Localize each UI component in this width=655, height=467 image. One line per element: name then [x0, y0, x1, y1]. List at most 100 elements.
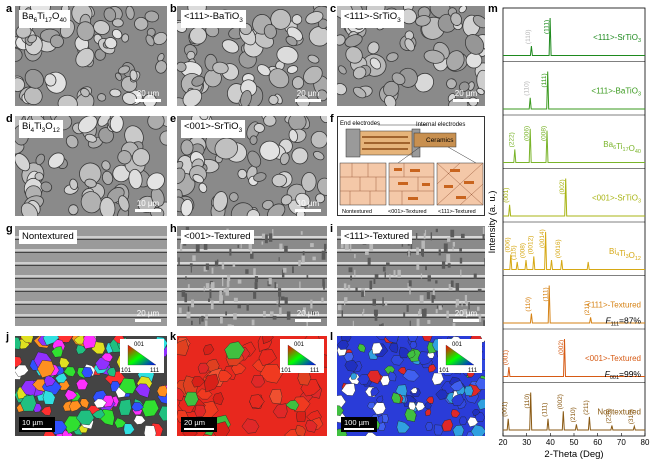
panel-label-e: <001>-SrTiO3 [181, 120, 246, 138]
peak-label: (115) [511, 245, 518, 260]
svg-text:101: 101 [121, 368, 132, 373]
series-name-label: Nontextured [597, 408, 641, 417]
peak-label: (222) [508, 132, 515, 147]
peak-label: (110) [525, 297, 532, 312]
xrd-series-line [503, 338, 645, 377]
x-tick-label: 40 [546, 438, 555, 447]
series-name-label: Ba6Ti17O40 [603, 140, 641, 155]
panel-label-h: <001>-Textured [181, 230, 254, 244]
xrd-series-line [503, 285, 645, 324]
peak-label: (310) [628, 409, 635, 424]
scale-bar-d: 10 µm [135, 199, 161, 212]
peak-label: (002) [558, 340, 565, 355]
texture-fraction-label: F001=99% [605, 369, 642, 381]
x-tick-label: 70 [617, 438, 626, 447]
panel-label-c: <111>-SrTiO3 [341, 10, 404, 28]
series-name-label: Bi4Ti3O12 [609, 247, 641, 262]
textured-001-sub-label: <001>-Textured [388, 209, 427, 215]
svg-text:101: 101 [439, 368, 450, 373]
sem-panel-a: Ba6Ti17O40 20 µm [15, 6, 167, 106]
panel-label-a: Ba6Ti17O40 [19, 10, 70, 28]
letter-l: l [330, 331, 334, 343]
peak-label: (008) [541, 126, 548, 141]
scale-bar-g: 20 µm [135, 309, 161, 322]
letter-b: b [170, 3, 177, 15]
y-axis-label: Intensity (a. u.) [487, 191, 498, 254]
ipf-legend-j: 001 101 111 [120, 339, 164, 374]
scale-bar-i: 20 µm [453, 309, 479, 322]
panel-label-g: Nontextured [19, 230, 77, 244]
peak-label: (110) [524, 394, 531, 409]
cross-section-panel-i: <111>-Textured 20 µm [337, 226, 485, 326]
peak-label: (111) [544, 20, 551, 34]
peak-label: (008) [520, 243, 527, 258]
scale-bar-b: 20 µm [295, 89, 321, 102]
xrd-chart: (110) (111) <111>-SrTiO3 (110) (111) <111>-Ba… [487, 7, 650, 460]
scale-bar-j: 10 µm [19, 417, 55, 432]
x-tick-label: 50 [570, 438, 579, 447]
panel-label-d: Bi4Ti3O12 [19, 120, 63, 138]
x-tick-label: 60 [593, 438, 602, 447]
svg-text:101: 101 [281, 368, 292, 373]
series-name-label: <111>-BaTiO3 [591, 87, 641, 98]
series-name-label: <111>-Textured [586, 301, 641, 310]
svg-text:001: 001 [452, 342, 463, 348]
letter-k: k [170, 331, 177, 343]
svg-text:111: 111 [310, 368, 320, 373]
panel-label-b: <111>-BaTiO3 [181, 10, 246, 28]
ebsd-panel-l: 001 101 111 100 µm [337, 336, 485, 436]
peak-label: (110) [524, 81, 531, 96]
peak-label: (002) [557, 394, 564, 409]
end-electrodes-label: End electrodes [340, 121, 380, 127]
svg-text:001: 001 [294, 342, 305, 348]
xrd-series-line [503, 231, 645, 270]
sem-panel-d: Bi4Ti3O12 10 µm [15, 116, 167, 216]
peak-label: (211) [584, 301, 591, 316]
letter-c: c [330, 3, 337, 15]
peak-label: (002) [559, 179, 566, 194]
schematic-panel-f: End electrodes Internal electrodes Ceram… [337, 116, 485, 216]
nontextured-sub-label: Nontextured [342, 209, 372, 215]
peak-label: (111) [543, 287, 550, 301]
scale-bar-a: 20 µm [135, 89, 161, 102]
scale-bar-k: 20 µm [181, 417, 217, 432]
peak-label: (0016) [555, 239, 562, 258]
letter-e: e [170, 113, 177, 125]
peak-label: (111) [542, 403, 549, 417]
peak-label: (001) [502, 350, 509, 365]
textured-111-box [436, 162, 484, 206]
peak-label: (0014) [539, 229, 546, 248]
letter-f: f [330, 113, 334, 125]
peak-label: (110) [525, 29, 532, 44]
textured-001-box [388, 162, 435, 206]
cross-section-panel-h: <001>-Textured 20 µm [177, 226, 327, 326]
sem-panel-e: <001>-SrTiO3 10 µm [177, 116, 327, 216]
svg-text:111: 111 [150, 368, 160, 373]
svg-text:111: 111 [468, 368, 478, 373]
ipf-legend-k: 001 101 111 [280, 339, 324, 374]
internal-electrodes-label: Internal electrodes [416, 122, 465, 128]
peak-label: (211) [583, 400, 590, 415]
xrd-series-line [503, 178, 645, 217]
x-tick-label: 80 [641, 438, 650, 447]
scale-bar-e: 10 µm [295, 199, 321, 212]
ceramics-label: Ceramics [426, 137, 454, 144]
series-name-label: <001>-Textured [585, 354, 641, 363]
xrd-series-line [503, 17, 645, 56]
cross-section-panel-g: Nontextured 20 µm [15, 226, 167, 326]
letter-h: h [170, 223, 177, 235]
sem-panel-b: <111>-BaTiO3 20 µm [177, 6, 327, 106]
x-tick-label: 20 [499, 438, 508, 447]
series-name-label: <111>-SrTiO3 [593, 33, 641, 44]
letter-a: a [6, 3, 13, 15]
sem-panel-c: <111>-SrTiO3 20 µm [337, 6, 485, 106]
panel-label-i: <111>-Textured [341, 230, 413, 244]
xrd-series-line [503, 392, 645, 431]
letter-i: i [330, 223, 334, 235]
x-axis-label: 2-Theta (Deg) [544, 449, 603, 460]
series-name-label: <001>-SrTiO3 [592, 194, 641, 205]
peak-label: (006) [524, 126, 531, 141]
peak-label: (0012) [527, 236, 534, 255]
peak-label: (210) [570, 407, 577, 422]
xrd-series-line [503, 128, 645, 163]
